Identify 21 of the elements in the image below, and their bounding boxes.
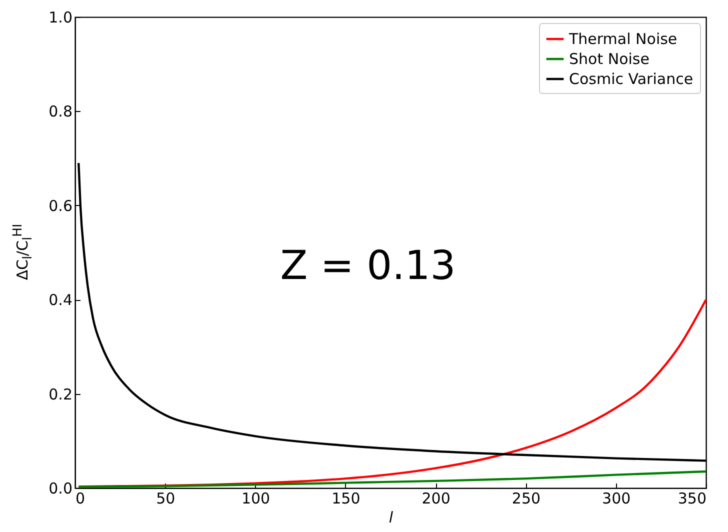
x-tick-label: 50 — [156, 490, 176, 508]
x-tick-label: 0 — [76, 490, 86, 508]
y-tick-label: 0.6 — [48, 196, 72, 215]
legend-label: Cosmic Variance — [569, 70, 694, 88]
x-tick-label: 250 — [512, 490, 541, 508]
line-series — [78, 298, 708, 488]
x-tick-label: 100 — [241, 490, 270, 508]
legend-label: Thermal Noise — [568, 30, 678, 48]
x-tick-label: 350 — [678, 490, 706, 508]
x-tick-label: 150 — [332, 490, 360, 508]
y-tick-label: 0.2 — [48, 385, 72, 404]
line-series — [78, 470, 708, 488]
x-tick-label: 300 — [602, 490, 631, 508]
x-axis-title: l — [388, 508, 394, 526]
y-tick-label: 0.0 — [48, 480, 72, 498]
y-tick-label: 0.4 — [48, 291, 72, 310]
x-tick-label: 200 — [422, 490, 450, 508]
y-tick-label: 1.0 — [48, 8, 72, 26]
legend-label: Shot Noise — [569, 50, 650, 68]
y-tick-label: 0.8 — [48, 102, 72, 121]
annotation: Z = 0.13 — [280, 243, 456, 289]
